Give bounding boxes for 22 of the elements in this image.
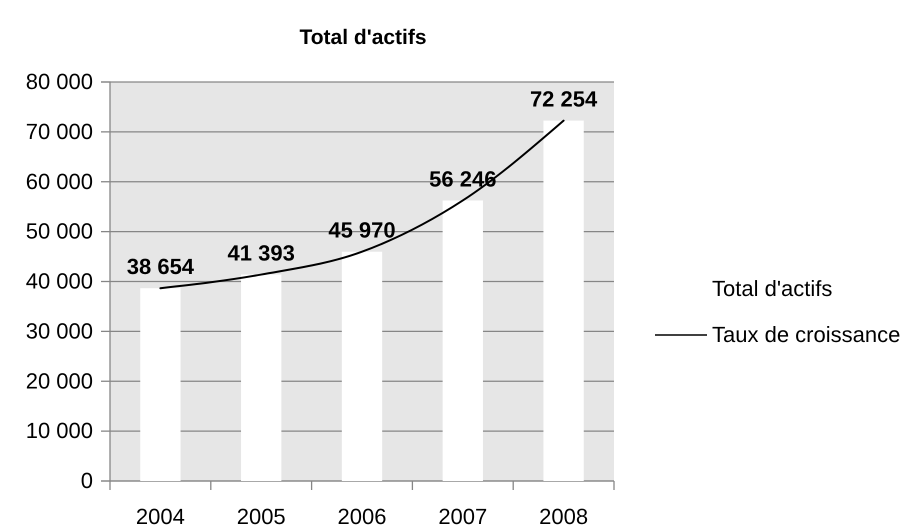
y-tick-label: 30 000 bbox=[26, 318, 93, 344]
data-label: 41 393 bbox=[228, 240, 295, 266]
y-tick-label: 10 000 bbox=[26, 418, 93, 444]
chart-title: Total d'actifs bbox=[299, 26, 427, 49]
y-tick-label: 50 000 bbox=[26, 218, 93, 244]
text: Total d'actifs bbox=[712, 276, 832, 301]
y-tick-label: 40 000 bbox=[26, 268, 93, 294]
legend-label: Taux de croissance bbox=[712, 322, 900, 347]
y-tick-label: 60 000 bbox=[26, 168, 93, 194]
y-tick-label: 70 000 bbox=[26, 118, 93, 144]
y-tick-label: 20 000 bbox=[26, 368, 93, 394]
y-tick-label: 80 000 bbox=[26, 69, 93, 94]
x-tick-label: 2008 bbox=[539, 504, 588, 529]
y-tick-label: 0 bbox=[80, 468, 93, 494]
x-tick-label: 2005 bbox=[236, 504, 286, 529]
x-tick-label: 2006 bbox=[338, 504, 386, 529]
x-tick-label: 2004 bbox=[136, 504, 185, 529]
data-label: 56 246 bbox=[429, 166, 496, 192]
data-label: 72 254 bbox=[530, 86, 598, 112]
data-label: 45 970 bbox=[328, 218, 396, 243]
data-label: 38 654 bbox=[126, 254, 195, 280]
x-tick-label: 2007 bbox=[438, 504, 488, 529]
